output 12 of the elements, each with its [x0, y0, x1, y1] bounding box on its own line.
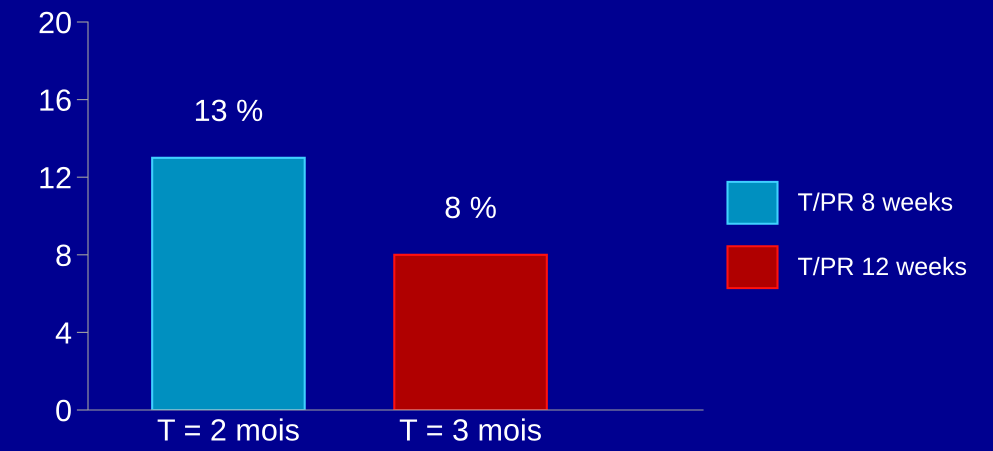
data-label: 13 % [196, 100, 262, 122]
y-tick-label: 8 [56, 244, 71, 266]
x-tick-label: T = 3 mois [400, 418, 541, 441]
y-tick-label: 16 [40, 89, 71, 111]
data-label: 8 % [446, 196, 496, 218]
y-tick-label: 0 [56, 400, 71, 422]
x-tick-label: T = 2 mois [158, 418, 299, 441]
legend-label: T/PR 12 weeks [798, 256, 966, 276]
y-tick-label: 20 [40, 12, 71, 34]
legend-label: T/PR 8 weeks [798, 192, 952, 211]
y-tick-label: 4 [56, 322, 72, 344]
y-tick-label: 12 [40, 166, 70, 188]
